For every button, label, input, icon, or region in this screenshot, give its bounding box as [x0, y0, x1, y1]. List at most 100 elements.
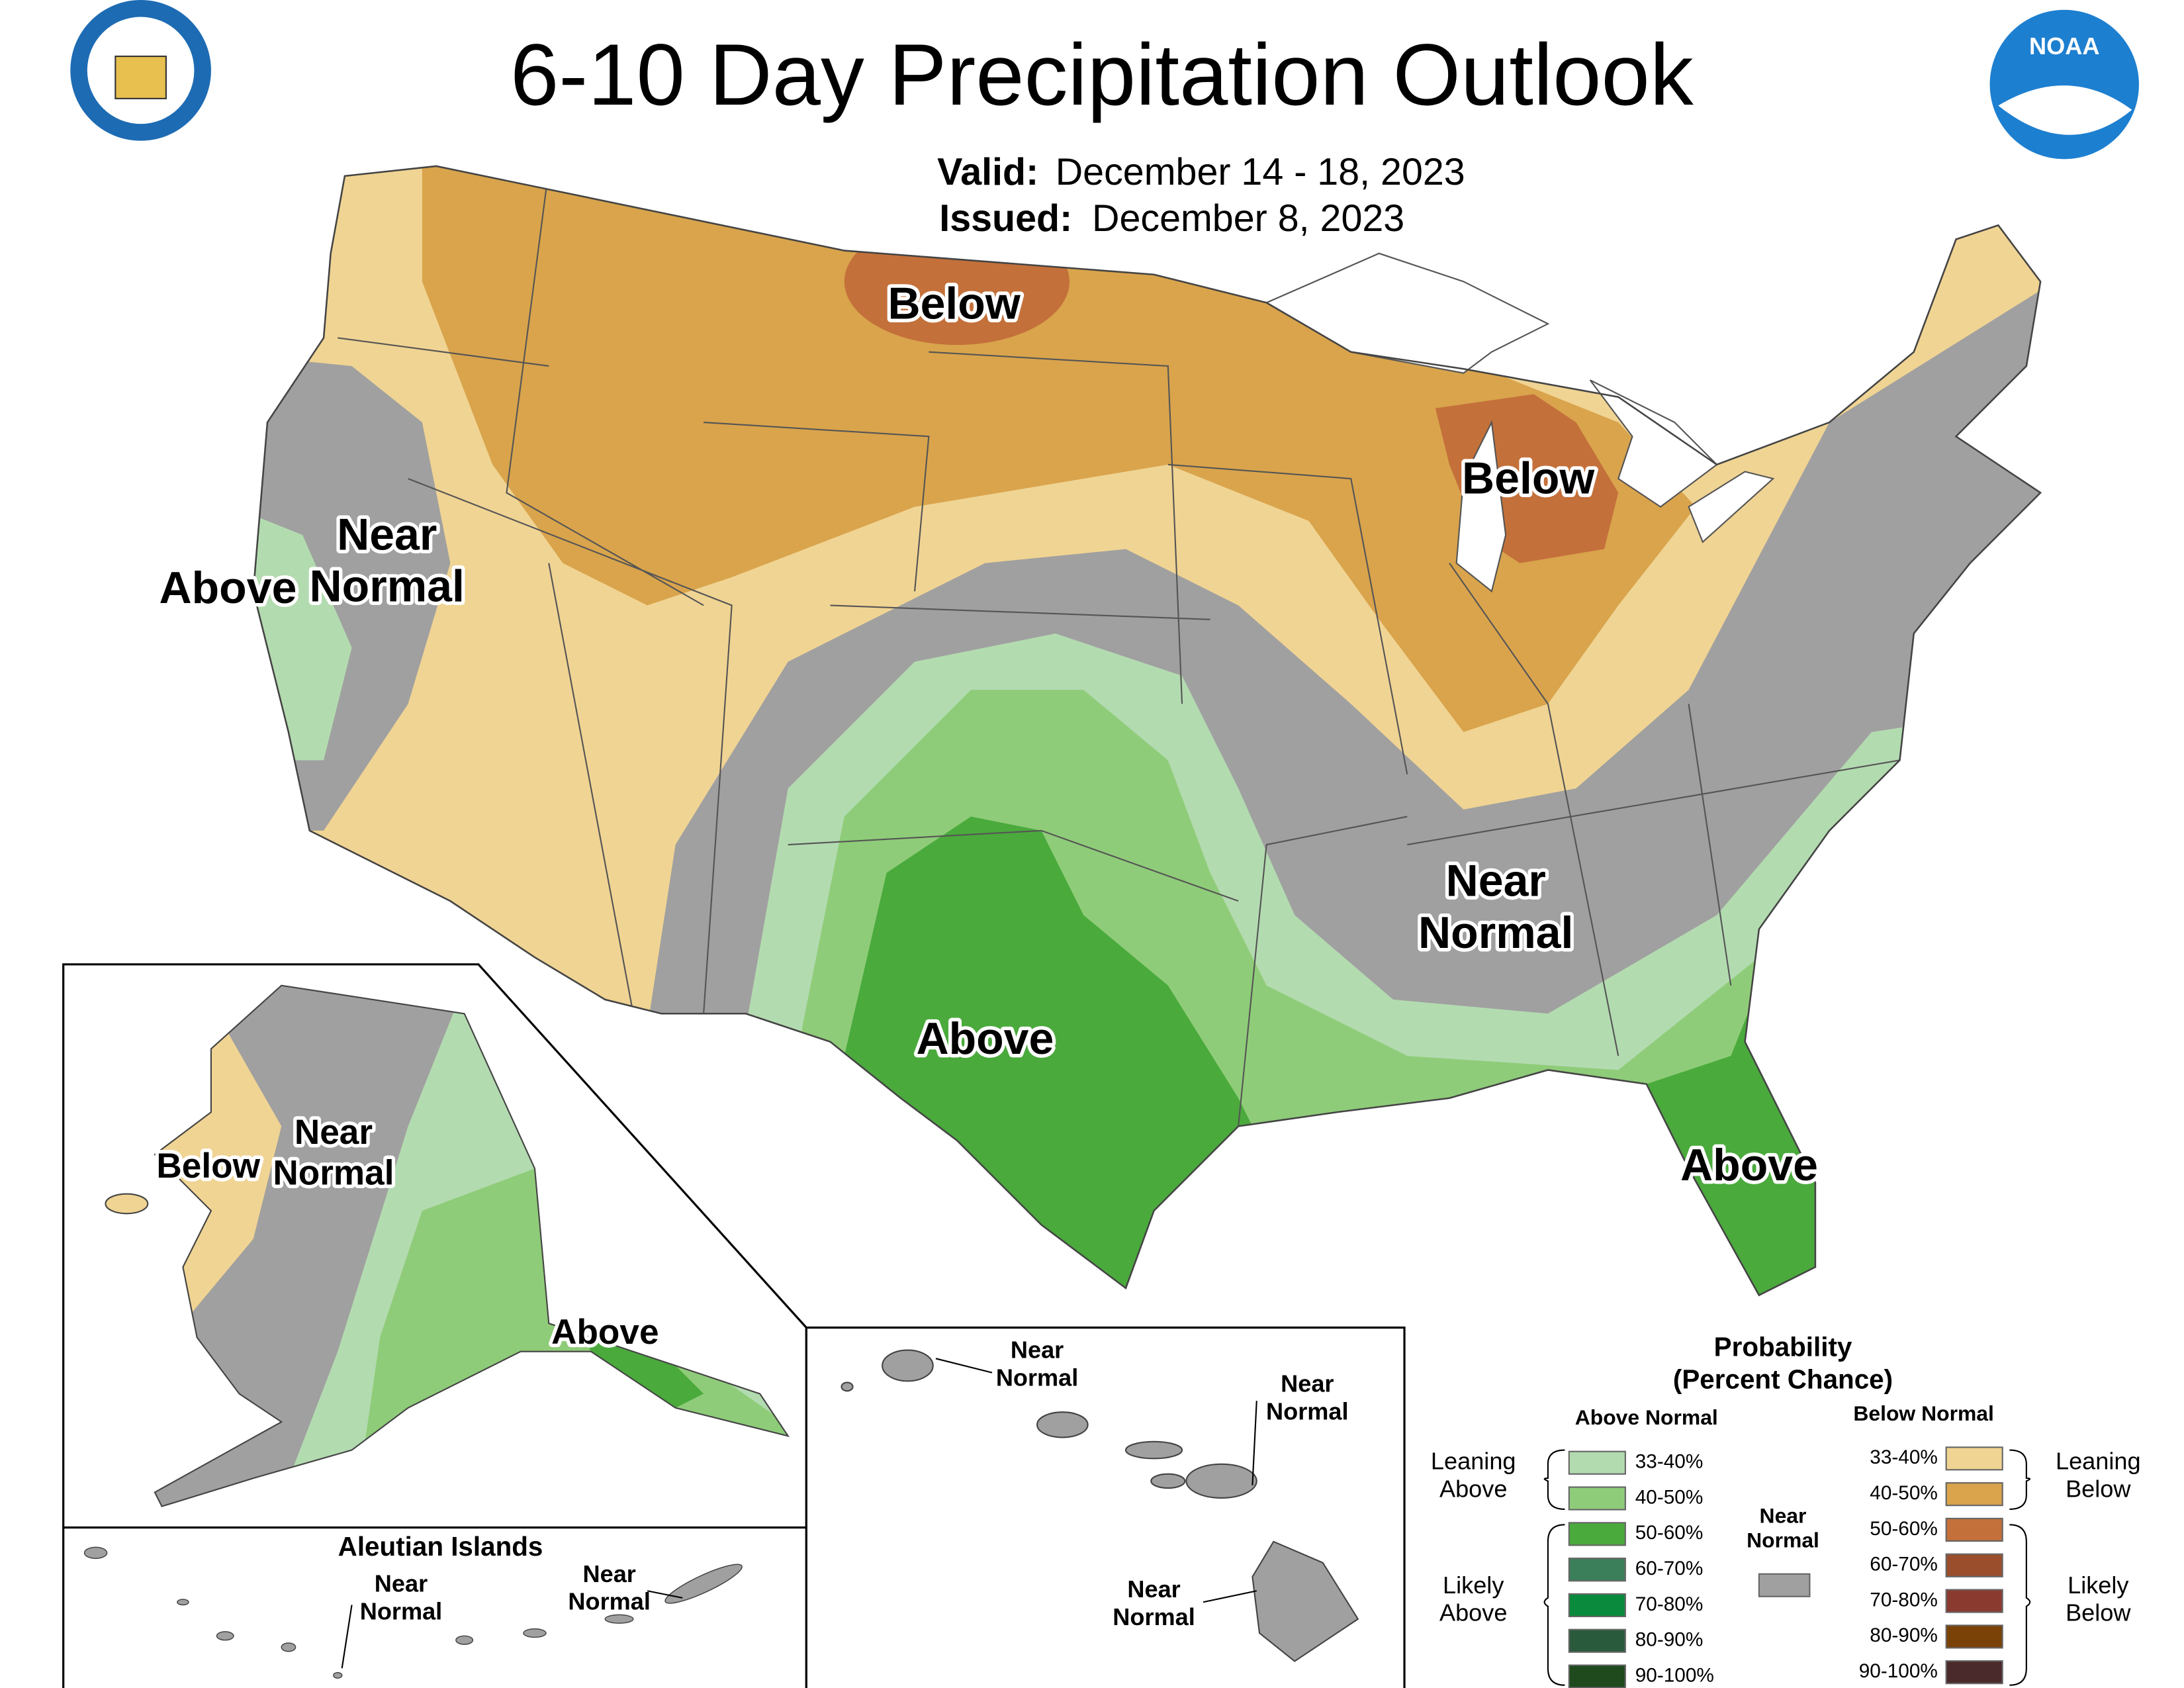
legend-group-label-line: Above [1439, 1599, 1507, 1626]
legend-swatch [1945, 1517, 2003, 1542]
legend-group-label: Leaning Below [2056, 1447, 2141, 1502]
noaa-logo-text: NOAA [2029, 32, 2099, 60]
legend-group-label-line: Likely [2068, 1571, 2128, 1598]
region-label: Near Normal [1113, 1575, 1195, 1630]
legend-label: 33-40% [1635, 1451, 1704, 1473]
legend-swatch [1568, 1486, 1626, 1511]
region-label: Below [156, 1147, 260, 1186]
region-label: Above [1680, 1140, 1818, 1190]
region-label-line: Above [159, 563, 297, 613]
inset-title: Aleutian Islands [338, 1531, 543, 1562]
legend-group-label: Leaning Above [1431, 1447, 1516, 1502]
legend-group-label: Likely Below [2066, 1571, 2131, 1626]
region-label-line: Normal [1418, 908, 1573, 958]
great-lakes [1688, 471, 1775, 543]
us-outline [252, 165, 2042, 1297]
legend-swatch [1945, 1624, 2003, 1649]
region-label: Near Normal [273, 1113, 394, 1192]
legend-braces [1543, 1449, 2031, 1686]
region-label-line: Normal [996, 1364, 1079, 1391]
legend-swatch [1758, 1573, 1811, 1597]
region-label-line: Above [916, 1013, 1054, 1064]
legend-title-line: (Percent Chance) [1673, 1364, 1893, 1394]
region-label: Near Normal [1266, 1370, 1349, 1425]
noaa-logo [1998, 85, 2132, 135]
issued-date: December 8, 2023 [1092, 197, 1404, 240]
legend-label: 90-100% [1635, 1664, 1714, 1686]
legend-label: 60-70% [1635, 1558, 1704, 1579]
great-lakes [1589, 379, 1718, 508]
great-lakes [1455, 420, 1507, 593]
region-label-line: Normal [1113, 1603, 1195, 1630]
legend-swatch [1568, 1558, 1626, 1582]
region-label: Above [916, 1013, 1054, 1064]
region-label-line: Near [375, 1570, 428, 1597]
legend-group-label-line: Above [1439, 1475, 1507, 1502]
legend-label: 50-60% [1870, 1518, 1938, 1540]
legend-label: 40-50% [1870, 1482, 1938, 1504]
state-lines [338, 169, 1900, 1127]
hawaii-inset [805, 1326, 1406, 1688]
region-label: Near Normal [310, 509, 465, 611]
valid-dates: December 14 - 18, 2023 [1056, 151, 1465, 193]
region-label-line: Normal [568, 1587, 651, 1615]
legend-swatch [1945, 1482, 2003, 1507]
legend-label: 40-50% [1635, 1486, 1704, 1508]
region-label: Below [1462, 453, 1595, 503]
region-label-line: Below [156, 1147, 260, 1186]
legend-label: 60-70% [1870, 1554, 1938, 1575]
legend-swatch [1945, 1553, 2003, 1577]
title: 6-10 Day Precipitation Outlook [510, 26, 1694, 123]
legend-swatch [1568, 1593, 1626, 1618]
region-label-line: Below [1462, 453, 1595, 503]
region-label-line: Below [887, 279, 1021, 329]
region-label: Near Normal [1418, 856, 1573, 958]
legend: Probability (Percent Chance) Above Normal B… [1543, 1331, 2031, 1688]
region-label-line: Near [1446, 856, 1546, 906]
legend-group-label-line: Leaning [2056, 1447, 2141, 1474]
region-label: Above [551, 1313, 659, 1352]
legend-label: 90-100% [1859, 1660, 1938, 1682]
region-label-line: Near [583, 1560, 636, 1587]
region-label-line: Normal [273, 1153, 394, 1192]
region-label: Near Normal [996, 1336, 1079, 1391]
legend-title: Probability (Percent Chance) [1673, 1331, 1893, 1394]
region-label-line: Near [337, 509, 437, 559]
region-label: Near Normal [360, 1570, 443, 1624]
legend-group-label-line: Leaning [1431, 1447, 1516, 1474]
region-label-line: Normal [310, 561, 465, 612]
legend-swatch [1945, 1446, 2003, 1471]
region-label: Above [159, 563, 297, 613]
legend-header: Below Normal [1853, 1401, 1994, 1425]
legend-label: 70-80% [1635, 1593, 1704, 1615]
legend-label-line: Near [1760, 1504, 1807, 1528]
legend-swatch [1568, 1628, 1626, 1653]
legend-swatch [1945, 1589, 2003, 1613]
region-label: Below [887, 279, 1021, 329]
legend-swatch [1568, 1522, 1626, 1546]
region-label-line: Above [1680, 1140, 1818, 1190]
legend-group-label: Likely Above [1439, 1571, 1507, 1626]
legend-label: 50-60% [1635, 1522, 1704, 1544]
legend-swatch [1568, 1450, 1626, 1475]
legend-label: Near Normal [1747, 1504, 1819, 1552]
legend-label: 80-90% [1870, 1624, 1938, 1646]
region-label-line: Normal [1266, 1397, 1349, 1425]
alaska-inset [62, 963, 807, 1529]
issued-label: Issued: [939, 197, 1072, 240]
legend-title-line: Probability [1714, 1331, 1852, 1362]
legend-label: 33-40% [1870, 1446, 1938, 1468]
legend-label: 80-90% [1635, 1629, 1704, 1651]
below-area [422, 165, 1696, 732]
legend-group-label-line: Likely [1443, 1571, 1504, 1598]
region-label-line: Near [295, 1113, 373, 1152]
legend-label-line: Normal [1747, 1528, 1819, 1552]
region-label: Near Normal [568, 1560, 651, 1615]
valid-label: Valid: [937, 151, 1038, 193]
aleutian-inset [62, 1526, 807, 1688]
doc-seal [114, 56, 167, 99]
logos: NOAA [70, 0, 2139, 160]
legend-swatch [1568, 1664, 1626, 1688]
